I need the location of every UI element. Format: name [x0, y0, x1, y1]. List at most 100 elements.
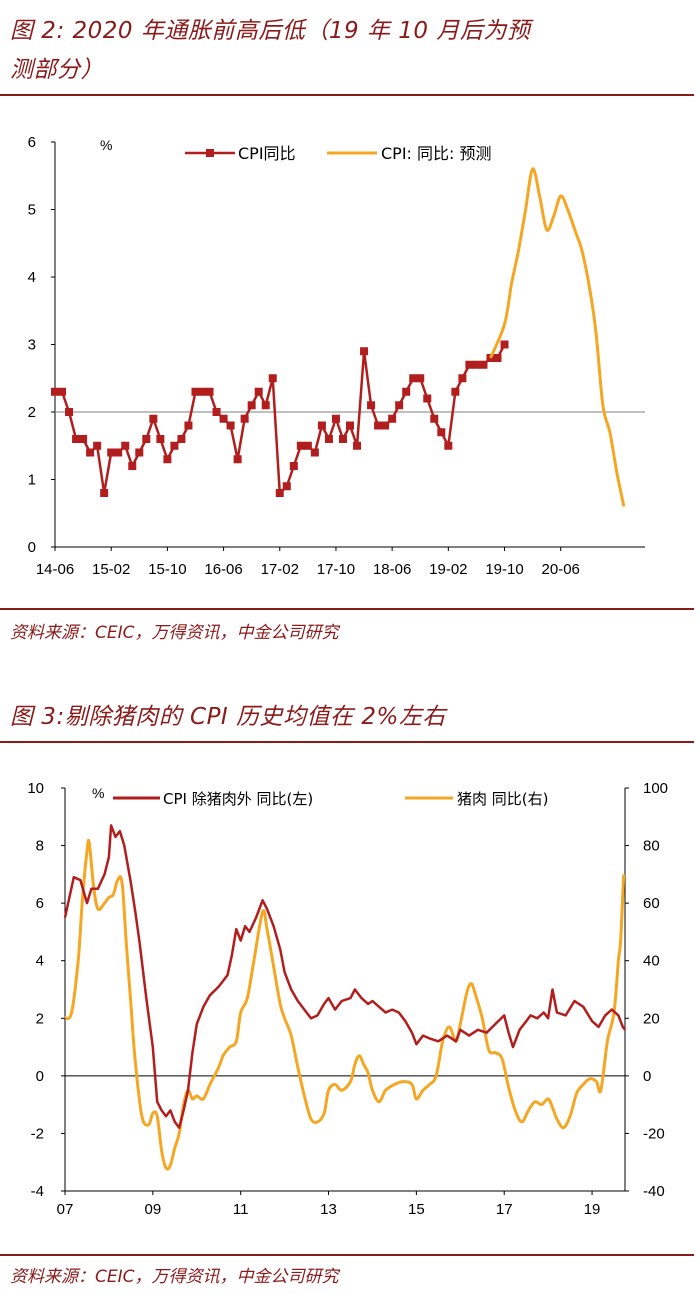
y-tick-label-left: 4: [36, 953, 44, 970]
data-point-cpi-actual: [191, 387, 200, 396]
data-point-cpi-actual: [219, 414, 228, 423]
y-tick-label: 4: [28, 269, 36, 286]
y-tick-label-left: 2: [36, 1010, 44, 1027]
x-tick-label: 19-02: [429, 561, 467, 578]
data-point-cpi-actual: [163, 455, 172, 464]
data-point-cpi-actual: [51, 387, 59, 396]
data-point-cpi-actual: [128, 462, 137, 470]
data-point-cpi-actual: [142, 435, 151, 443]
x-tick-label: 15-02: [92, 561, 130, 578]
x-tick-label: 17-10: [317, 561, 355, 578]
y-tick-label-right: 100: [643, 780, 668, 797]
data-point-cpi-actual: [93, 441, 102, 450]
data-point-cpi-actual: [72, 435, 81, 443]
fig2-bottom-rule: [0, 608, 694, 610]
data-point-cpi-actual: [149, 414, 158, 423]
x-tick-label: 19: [584, 1201, 601, 1218]
data-point-cpi-actual: [156, 435, 165, 443]
y-tick-label-right: -20: [643, 1125, 665, 1142]
y-tick-label-left: 8: [36, 838, 44, 855]
data-point-cpi-actual: [500, 340, 509, 349]
data-point-cpi-actual: [423, 394, 432, 403]
data-point-cpi-actual: [451, 387, 460, 396]
legend-label-pork: 猪肉 同比(右): [457, 790, 548, 808]
legend-label-cpi-forecast: CPI: 同比: 预测: [381, 144, 492, 163]
data-point-cpi-actual: [240, 414, 249, 423]
data-point-cpi-actual: [310, 448, 319, 457]
x-tick-label: 18-06: [373, 561, 411, 578]
data-point-cpi-actual: [58, 387, 67, 396]
data-point-cpi-actual: [465, 360, 474, 369]
data-point-cpi-actual: [374, 421, 383, 430]
data-point-cpi-actual: [458, 374, 467, 383]
fig2-source: 资料来源：CEIC，万得资讯，中金公司研究: [10, 623, 339, 643]
data-point-cpi-actual: [184, 421, 193, 430]
fig2-title-line1: 图 2: 2020 年通胀前高后低（19 年 10 月后为预: [10, 18, 531, 44]
y-tick-label-left: 10: [27, 780, 44, 797]
data-point-cpi-actual: [212, 408, 221, 416]
data-point-cpi-actual: [317, 421, 326, 430]
y-tick-label: 1: [28, 472, 36, 489]
data-point-cpi-actual: [338, 435, 347, 443]
y-tick-label-left: -2: [31, 1125, 44, 1142]
data-point-cpi-actual: [303, 441, 312, 450]
data-point-cpi-actual: [479, 360, 488, 369]
data-point-cpi-actual: [107, 448, 116, 457]
x-tick-label: 17: [496, 1201, 513, 1218]
y-tick-label-right: -40: [643, 1183, 665, 1200]
series-line-cpi-ex-pork: [63, 824, 626, 1129]
data-point-cpi-actual: [79, 435, 88, 443]
x-tick-label: 16-06: [204, 561, 242, 578]
data-point-cpi-actual: [381, 421, 390, 430]
data-point-cpi-actual: [170, 441, 179, 450]
data-point-cpi-actual: [486, 354, 495, 362]
data-point-cpi-actual: [275, 489, 284, 497]
x-tick-label: 09: [144, 1201, 161, 1218]
y-tick-label: 2: [28, 404, 36, 421]
y-tick-label-left: -4: [31, 1183, 44, 1200]
data-point-cpi-actual: [346, 421, 354, 430]
series-line-pork: [63, 838, 626, 1171]
fig3-top-rule: [0, 741, 694, 743]
y-tick-label-right: 40: [643, 953, 660, 970]
data-point-cpi-actual: [282, 482, 291, 491]
x-tick-label: 13: [320, 1201, 337, 1218]
data-point-cpi-actual: [247, 401, 256, 410]
legend-label-cpi-ex-pork: CPI 除猪肉外 同比(左): [163, 790, 313, 808]
data-point-cpi-actual: [233, 455, 242, 464]
y-tick-label: 0: [28, 539, 36, 556]
series-line-cpi-forecast: [489, 167, 626, 507]
y-tick-label: 5: [28, 202, 36, 219]
data-point-cpi-actual: [114, 448, 123, 457]
y-tick-label-right: 0: [643, 1068, 651, 1085]
data-point-cpi-actual: [437, 428, 446, 437]
y-tick-label-right: 60: [643, 895, 660, 912]
x-tick-label: 15: [408, 1201, 425, 1218]
fig3-title: 图 3:剔除猪肉的 CPI 历史均值在 2%左右: [10, 704, 446, 730]
legend-label-cpi-actual: CPI同比: [238, 144, 296, 163]
fig2-top-rule: [0, 94, 694, 96]
data-point-cpi-actual: [86, 448, 95, 457]
fig2-title-line2: 测部分）: [10, 57, 104, 83]
data-point-cpi-actual: [268, 374, 277, 383]
data-point-cpi-actual: [121, 441, 130, 450]
x-tick-label: 19-10: [485, 561, 523, 578]
data-point-cpi-actual: [331, 414, 340, 423]
data-point-cpi-actual: [324, 435, 333, 443]
data-point-cpi-actual: [416, 374, 425, 383]
data-point-cpi-actual: [409, 374, 418, 383]
x-tick-label: 14-06: [36, 561, 74, 578]
x-tick-label: 15-10: [148, 561, 186, 578]
data-point-cpi-actual: [430, 414, 439, 423]
fig3-bottom-rule: [0, 1254, 694, 1256]
data-point-cpi-actual: [353, 441, 362, 450]
y-tick-label-right: 80: [643, 838, 660, 855]
data-point-cpi-actual: [205, 387, 214, 396]
data-point-cpi-actual: [289, 462, 298, 470]
x-tick-label: 20-06: [542, 561, 580, 578]
data-point-cpi-actual: [177, 435, 186, 443]
x-tick-label: 17-02: [261, 561, 299, 578]
data-point-cpi-actual: [261, 401, 270, 410]
unit-label: %: [92, 785, 104, 801]
